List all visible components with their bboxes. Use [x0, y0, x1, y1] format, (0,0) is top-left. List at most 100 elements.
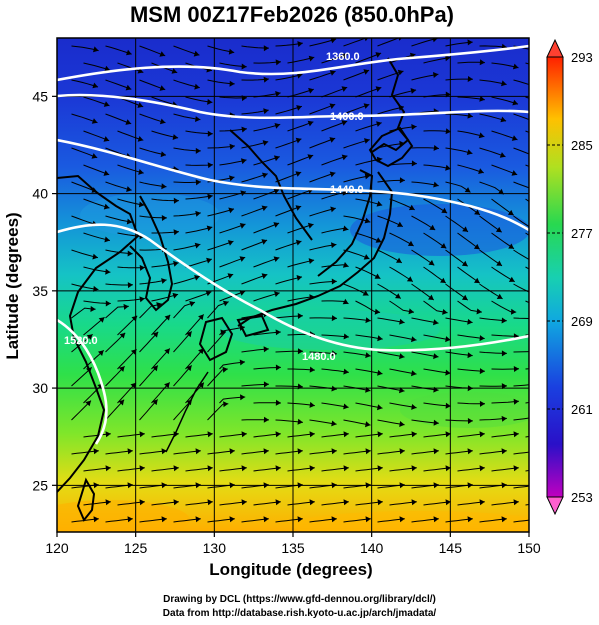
streamline-arrowhead — [399, 482, 405, 489]
streamline-arrowhead — [531, 259, 537, 264]
streamline-arrowhead — [535, 48, 541, 54]
streamline-arrowhead — [364, 38, 369, 42]
streamline-arrowhead — [195, 147, 201, 154]
streamline-arrowhead — [98, 317, 105, 323]
contour-labels: 1360.0 1400.0 1440.0 1480.0 1520.0 — [64, 51, 364, 363]
streamline-arrowhead — [433, 516, 439, 523]
streamline-arrowhead — [206, 225, 213, 232]
figure-title: MSM 00Z17Feb2026 (850.0hPa) — [130, 2, 454, 27]
streamline — [513, 351, 529, 353]
x-axis-label: Longitude (degrees) — [209, 560, 372, 579]
streamline-arrowhead — [411, 124, 417, 130]
streamline-arrowhead — [501, 415, 507, 422]
streamline-arrowhead — [374, 308, 381, 315]
y-tick-label: 45 — [32, 88, 48, 104]
streamline-arrowhead — [428, 259, 435, 266]
streamline-arrowhead — [297, 383, 303, 390]
streamline-arrowhead — [229, 80, 235, 87]
streamline-arrowhead — [467, 112, 473, 119]
streamline — [513, 384, 529, 387]
streamline-arrowhead — [220, 329, 226, 336]
y-tick-label: 25 — [32, 477, 48, 493]
streamline-arrowhead — [441, 207, 448, 214]
streamline-arrowhead — [160, 151, 166, 158]
streamline-arrowhead — [222, 366, 228, 373]
streamline-arrowhead — [467, 39, 473, 46]
streamline-arrowhead — [241, 499, 247, 506]
streamline-arrowhead — [397, 221, 403, 227]
streamline-arrowhead — [429, 224, 436, 230]
streamline-arrowhead — [262, 140, 269, 146]
streamline-arrowhead — [440, 243, 447, 249]
gridlines — [57, 38, 529, 532]
streamline-arrowhead — [329, 103, 336, 109]
streamline — [513, 317, 529, 319]
streamline-arrowhead — [536, 316, 541, 322]
streamline-arrowhead — [399, 448, 405, 455]
streamline-arrowhead — [479, 400, 485, 407]
streamline-arrowhead — [297, 313, 303, 319]
streamline-arrowhead — [511, 308, 517, 315]
streamline-arrowhead — [263, 416, 269, 423]
streamline-arrowhead — [198, 348, 204, 355]
streamline-arrowhead — [139, 465, 145, 472]
streamline-arrowhead — [195, 516, 201, 523]
streamline-arrowhead — [513, 499, 519, 506]
streamline-arrowhead — [275, 431, 281, 438]
streamline-arrowhead — [499, 152, 506, 158]
coastline-hokkaido — [368, 126, 414, 168]
streamline-arrowhead — [241, 431, 247, 438]
colorbar-gradient — [546, 56, 564, 498]
streamline-arrowhead — [536, 448, 541, 454]
streamline-arrowhead — [479, 499, 485, 506]
streamline-arrowhead — [411, 465, 417, 472]
streamline-arrowhead — [442, 309, 448, 315]
streamline-arrowhead — [295, 239, 302, 246]
streamline-arrowhead — [297, 348, 303, 355]
contour-label-1400: 1400.0 — [330, 111, 364, 123]
streamline-arrowhead — [307, 154, 314, 160]
streamline-arrowhead — [445, 55, 451, 62]
streamline-arrowhead — [329, 137, 336, 143]
credit-data: Data from http://database.rish.kyoto-u.a… — [162, 608, 437, 619]
streamline-arrowhead — [297, 448, 303, 455]
streamline-arrowhead — [363, 103, 370, 109]
streamline-arrowhead — [103, 101, 110, 107]
streamline-arrowhead — [343, 431, 349, 438]
streamline-arrowhead — [433, 419, 439, 426]
streamline-arrowhead — [536, 482, 541, 488]
streamline-arrowhead — [508, 276, 515, 282]
streamline-arrowhead — [501, 448, 507, 455]
streamline-arrowhead — [229, 482, 235, 489]
x-tick-label: 130 — [203, 540, 227, 556]
streamline-arrowhead — [513, 366, 519, 372]
streamline-arrowhead — [205, 290, 212, 297]
streamline-arrowhead — [445, 336, 451, 343]
streamline-arrowhead — [229, 448, 235, 455]
streamline-arrowhead — [125, 84, 132, 91]
streamline-arrowhead — [194, 242, 201, 249]
streamline-arrowhead — [296, 275, 302, 281]
streamline-arrowhead — [159, 51, 166, 57]
streamline-arrowhead — [375, 86, 382, 92]
streamline-arrowhead — [104, 65, 110, 72]
streamline-arrowhead — [331, 482, 337, 489]
streamline-arrowhead — [229, 175, 235, 182]
streamline — [377, 38, 401, 47]
streamline-arrowhead — [139, 431, 145, 438]
streamline-arrowhead — [223, 401, 229, 408]
streamline-arrowhead — [343, 499, 349, 506]
streamline-arrowhead — [274, 291, 280, 297]
x-tick-label: 140 — [360, 540, 384, 556]
streamline-arrowhead — [275, 465, 281, 472]
streamline-arrowhead — [342, 298, 349, 305]
streamline-arrowhead — [104, 236, 110, 243]
streamline-arrowhead — [479, 95, 485, 102]
streamline-arrowhead — [195, 116, 201, 122]
streamline-arrowhead — [445, 499, 451, 506]
streamline-arrowhead — [531, 226, 537, 231]
streamline — [513, 485, 529, 489]
streamline-arrowhead — [173, 260, 179, 267]
streamline-arrowhead — [411, 404, 417, 410]
